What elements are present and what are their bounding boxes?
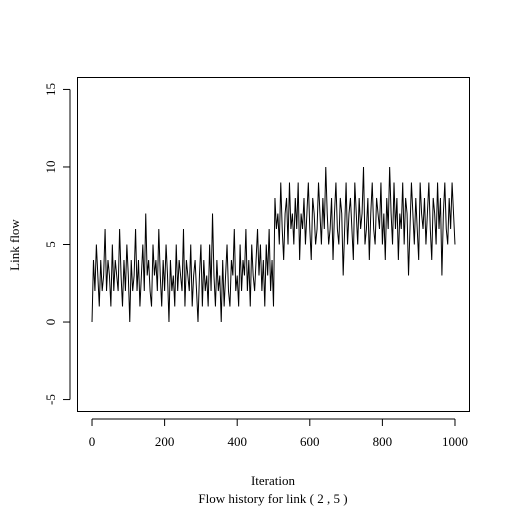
- y-tick-label: -5: [43, 394, 58, 405]
- data-line: [91, 166, 456, 323]
- y-axis-label: Link flow: [7, 219, 22, 271]
- subtitle: Flow history for link ( 2 , 5 ): [198, 491, 347, 506]
- y-tick-label: 0: [43, 319, 58, 326]
- x-tick-label: 1000: [442, 434, 468, 449]
- x-tick-label: 0: [89, 434, 96, 449]
- x-tick-label: 800: [373, 434, 393, 449]
- x-axis-label: Iteration: [251, 473, 296, 488]
- x-tick-label: 600: [300, 434, 320, 449]
- x-tick-label: 400: [227, 434, 247, 449]
- y-tick-label: 15: [43, 83, 58, 96]
- y-tick-label: 5: [43, 241, 58, 248]
- y-tick-label: 10: [43, 160, 58, 173]
- plot-frame: [77, 77, 470, 412]
- x-tick-label: 200: [155, 434, 175, 449]
